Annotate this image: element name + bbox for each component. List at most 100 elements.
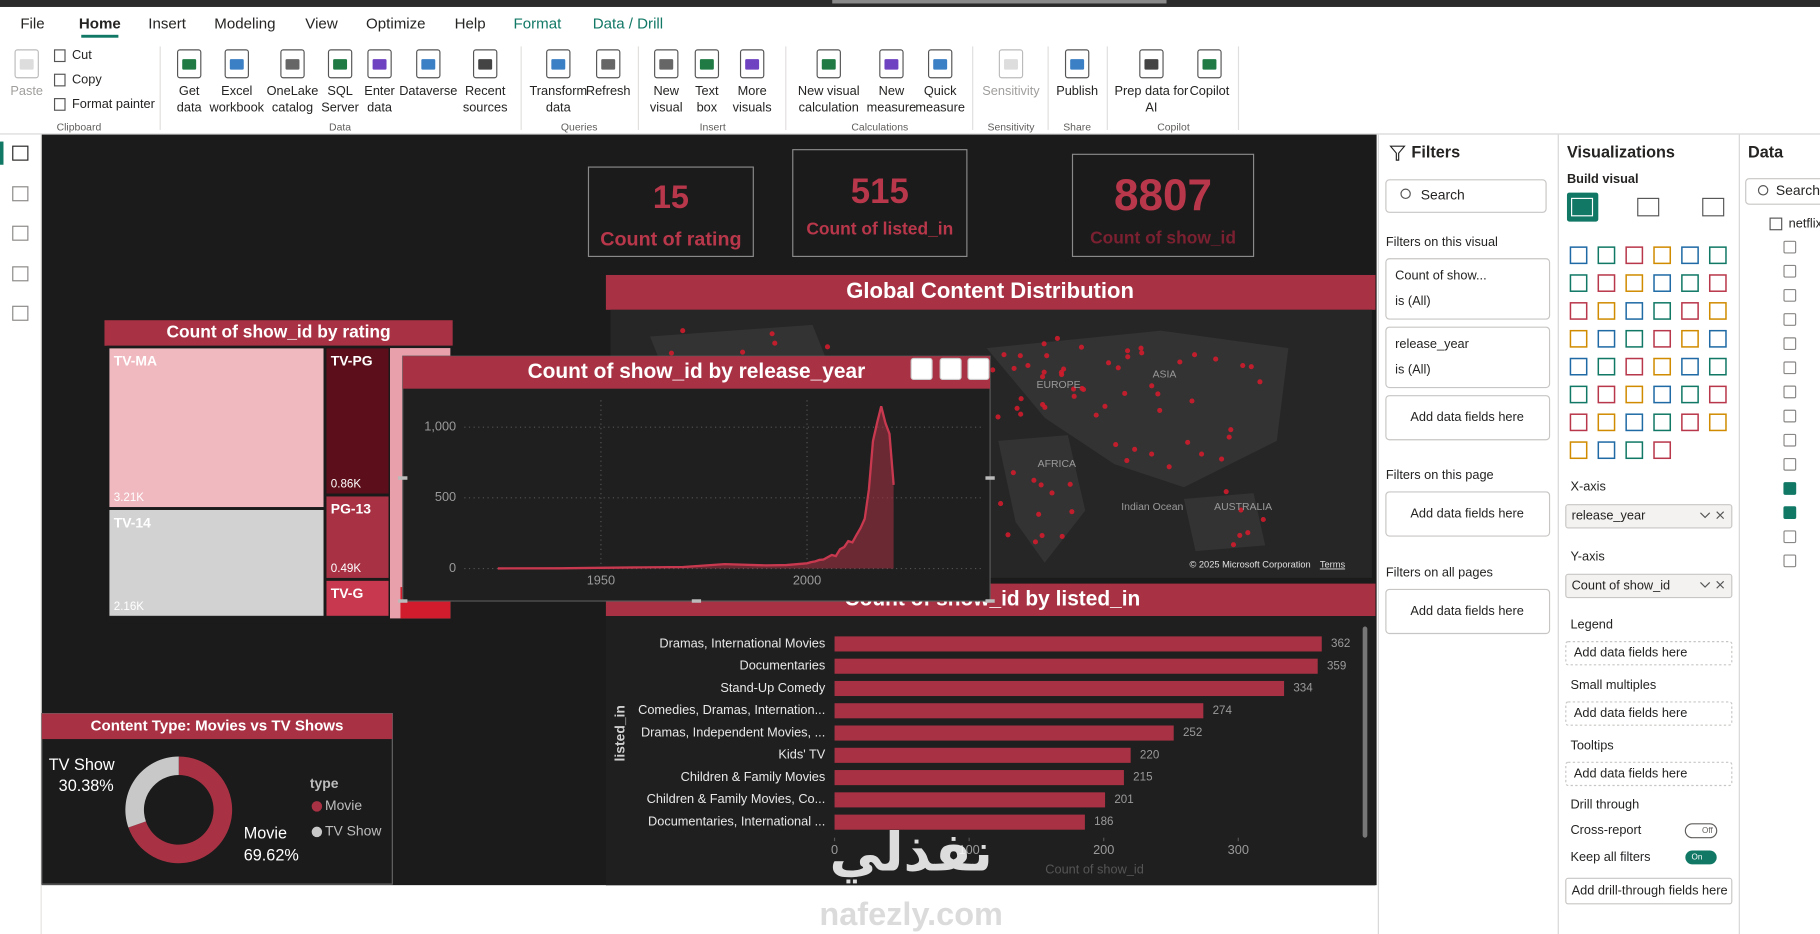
visual-type[interactable] bbox=[1625, 274, 1644, 292]
menu-tab[interactable]: View bbox=[305, 15, 338, 32]
toggle-off[interactable] bbox=[1684, 823, 1718, 839]
ribbon-button[interactable]: calculation bbox=[799, 99, 859, 114]
visual-type[interactable] bbox=[1625, 441, 1644, 460]
visual-type[interactable] bbox=[1625, 413, 1644, 432]
ribbon-button[interactable]: Excel bbox=[221, 83, 252, 98]
visual-type[interactable] bbox=[1597, 329, 1616, 348]
ribbon-button[interactable]: Sensitivity bbox=[982, 83, 1040, 98]
nav-button[interactable] bbox=[12, 225, 29, 241]
ribbon-button[interactable]: Copy bbox=[72, 71, 102, 86]
nav-button[interactable] bbox=[12, 266, 29, 282]
ribbon-button[interactable]: measure bbox=[915, 99, 965, 114]
drop-zone[interactable] bbox=[1385, 588, 1551, 635]
visual-type[interactable] bbox=[1569, 441, 1588, 460]
field-checkbox[interactable] bbox=[1783, 385, 1797, 399]
visual-header-button[interactable] bbox=[967, 357, 990, 380]
drop-zone[interactable] bbox=[1385, 491, 1551, 537]
ribbon-button[interactable]: Enter bbox=[364, 83, 395, 98]
toggle-on[interactable] bbox=[1685, 850, 1717, 865]
drop-zone[interactable] bbox=[1565, 761, 1733, 787]
ribbon-button[interactable]: New bbox=[653, 83, 679, 98]
ribbon-button[interactable]: Refresh bbox=[586, 83, 631, 98]
drop-zone[interactable] bbox=[1565, 877, 1733, 905]
field-checkbox[interactable] bbox=[1783, 337, 1797, 351]
visual-type[interactable] bbox=[1569, 357, 1588, 376]
visual-type[interactable] bbox=[1681, 329, 1699, 348]
field-checkbox[interactable] bbox=[1783, 506, 1797, 519]
visual-type[interactable] bbox=[1708, 413, 1727, 432]
visual-type[interactable] bbox=[1708, 302, 1727, 320]
ribbon-button[interactable]: New visual bbox=[798, 83, 860, 98]
visual-type[interactable] bbox=[1625, 302, 1644, 320]
visual-type[interactable] bbox=[1653, 302, 1672, 320]
ribbon-button[interactable]: Transform bbox=[529, 83, 587, 98]
menu-tab[interactable]: Home bbox=[79, 15, 121, 32]
visual-type[interactable] bbox=[1653, 441, 1672, 460]
resize-handle[interactable] bbox=[398, 599, 408, 603]
visual-type[interactable] bbox=[1597, 357, 1616, 376]
visual-type[interactable] bbox=[1569, 413, 1588, 432]
ribbon-button[interactable]: Recent bbox=[465, 83, 506, 98]
ribbon-button[interactable]: Format painter bbox=[72, 96, 156, 111]
ribbon-button[interactable]: Prep data for bbox=[1115, 83, 1189, 98]
visual-type[interactable] bbox=[1597, 302, 1616, 320]
visual-type[interactable] bbox=[1708, 385, 1727, 404]
field-checkbox[interactable] bbox=[1783, 313, 1797, 326]
visual-type[interactable] bbox=[1681, 246, 1699, 265]
visual-type[interactable] bbox=[1708, 274, 1727, 292]
visual-type[interactable] bbox=[1653, 329, 1672, 348]
visual-type[interactable] bbox=[1569, 246, 1588, 265]
ribbon-button[interactable]: workbook bbox=[208, 99, 264, 114]
menu-tab[interactable]: Modeling bbox=[214, 15, 275, 32]
ribbon-button[interactable]: New bbox=[879, 83, 905, 98]
ribbon-button[interactable]: data bbox=[367, 99, 393, 114]
visual-type[interactable] bbox=[1708, 357, 1727, 376]
field-pill[interactable] bbox=[1565, 573, 1733, 599]
menu-tab[interactable]: Format bbox=[514, 15, 563, 32]
visual-type[interactable] bbox=[1681, 302, 1699, 320]
ribbon-button[interactable]: box bbox=[697, 99, 718, 114]
visual-type[interactable] bbox=[1625, 329, 1644, 348]
visual-type[interactable] bbox=[1597, 274, 1616, 292]
ribbon-button[interactable]: OneLake bbox=[267, 83, 319, 98]
ribbon-button[interactable]: Get bbox=[179, 83, 200, 98]
visual-type[interactable] bbox=[1569, 385, 1588, 404]
resize-handle[interactable] bbox=[985, 476, 995, 480]
ribbon-button[interactable]: measure bbox=[867, 99, 917, 114]
menu-tab[interactable]: Insert bbox=[148, 15, 187, 32]
visual-type[interactable] bbox=[1708, 246, 1727, 265]
ribbon-button[interactable]: Publish bbox=[1056, 83, 1098, 98]
ribbon-button[interactable]: Quick bbox=[924, 83, 957, 98]
visual-type[interactable] bbox=[1569, 302, 1588, 320]
resize-handle[interactable] bbox=[398, 476, 408, 480]
menu-tab[interactable]: Optimize bbox=[366, 15, 426, 32]
visual-type[interactable] bbox=[1597, 385, 1616, 404]
field-checkbox[interactable] bbox=[1783, 433, 1797, 447]
field-checkbox[interactable] bbox=[1783, 264, 1797, 278]
map-terms[interactable]: Terms bbox=[1320, 559, 1346, 569]
field-checkbox[interactable] bbox=[1783, 409, 1797, 423]
nav-button[interactable] bbox=[12, 145, 29, 161]
visual-type[interactable] bbox=[1625, 246, 1644, 265]
ribbon-button[interactable]: visual bbox=[650, 99, 683, 114]
visual-type[interactable] bbox=[1681, 413, 1699, 432]
ribbon-button[interactable]: More bbox=[738, 83, 767, 98]
search-box[interactable] bbox=[1385, 179, 1547, 213]
field-checkbox[interactable] bbox=[1783, 457, 1797, 471]
scrollbar[interactable] bbox=[1362, 626, 1368, 838]
nav-button[interactable] bbox=[12, 186, 29, 202]
ribbon-button[interactable]: catalog bbox=[272, 99, 313, 114]
visual-type[interactable] bbox=[1625, 385, 1644, 404]
menu-tab[interactable]: Data / Drill bbox=[593, 15, 663, 32]
visual-type[interactable] bbox=[1653, 246, 1672, 265]
field-checkbox[interactable] bbox=[1783, 361, 1797, 375]
ribbon-button[interactable]: Dataverse bbox=[399, 83, 457, 98]
field-checkbox[interactable] bbox=[1783, 240, 1797, 254]
search-box[interactable] bbox=[1745, 178, 1820, 205]
visual-type[interactable] bbox=[1597, 413, 1616, 432]
ribbon-button[interactable]: Server bbox=[321, 99, 359, 114]
ribbon-button[interactable]: SQL bbox=[327, 83, 353, 98]
visual-type[interactable] bbox=[1681, 274, 1699, 292]
visual-header-button[interactable] bbox=[910, 357, 933, 380]
visual-type[interactable] bbox=[1653, 413, 1672, 432]
